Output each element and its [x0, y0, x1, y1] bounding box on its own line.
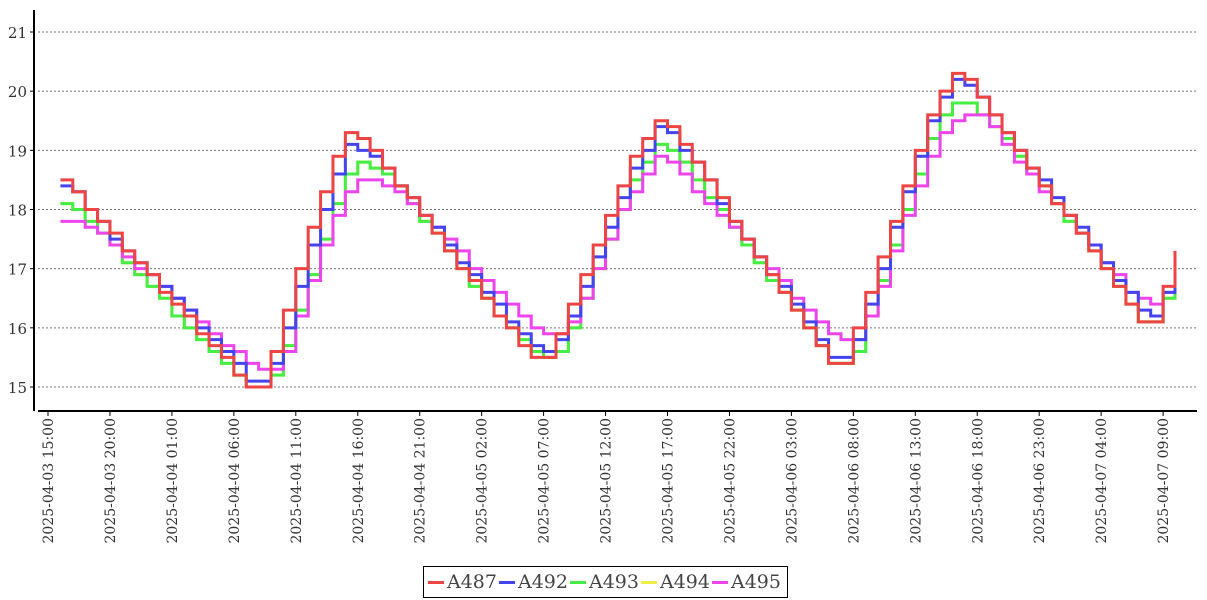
y-tick-label: 16	[8, 320, 27, 338]
legend-item-a495: A495	[712, 571, 781, 593]
x-tick-label: 2025-04-03 20:00	[103, 418, 119, 544]
x-tick-label: 2025-04-06 03:00	[784, 418, 800, 544]
y-tick-label: 15	[8, 379, 27, 397]
legend-swatch	[428, 580, 444, 584]
x-tick-label: 2025-04-04 01:00	[165, 418, 181, 544]
legend: A487 A492 A493 A494 A495	[423, 566, 788, 598]
x-tick-label: 2025-04-05 07:00	[537, 418, 553, 544]
legend-label: A493	[589, 571, 639, 593]
y-tick-label: 18	[8, 202, 27, 220]
legend-label: A494	[660, 571, 710, 593]
x-tick-label: 2025-04-07 09:00	[1156, 418, 1172, 544]
x-tick-label: 2025-04-07 04:00	[1094, 418, 1110, 544]
y-tick-label: 19	[8, 142, 27, 160]
x-tick-label: 2025-04-05 22:00	[722, 418, 738, 544]
legend-swatch	[499, 580, 515, 584]
x-tick-label: 2025-04-06 23:00	[1032, 418, 1048, 544]
series-line-a495	[60, 113, 1177, 371]
x-tick-label: 2025-04-06 18:00	[970, 418, 986, 544]
legend-label: A495	[731, 571, 781, 593]
x-tick-label: 2025-04-06 13:00	[908, 418, 924, 544]
legend-item-a492: A492	[499, 571, 568, 593]
x-tick-label: 2025-04-04 06:00	[227, 418, 243, 544]
x-tick-label: 2025-04-06 08:00	[846, 418, 862, 544]
x-tick-label: 2025-04-04 16:00	[351, 418, 367, 544]
series-line-a487	[60, 71, 1177, 389]
y-tick-label: 17	[8, 261, 27, 279]
legend-item-a493: A493	[570, 571, 639, 593]
series-lines	[60, 71, 1177, 389]
y-tick-label: 20	[8, 83, 27, 101]
legend-swatch	[712, 580, 728, 584]
x-tick-label: 2025-04-05 17:00	[661, 418, 677, 544]
legend-item-a487: A487	[428, 571, 497, 593]
legend-swatch	[641, 580, 657, 584]
x-tick-label: 2025-04-04 21:00	[413, 418, 429, 544]
y-tick-label: 21	[8, 24, 27, 42]
x-tick-label: 2025-04-03 15:00	[41, 418, 57, 544]
y-axis-ticks: 15 16 17 18 19 20 21	[8, 24, 34, 397]
legend-swatch	[570, 580, 586, 584]
x-axis-ticks: 2025-04-03 15:00 2025-04-03 20:00 2025-04-…	[41, 411, 1172, 544]
x-tick-label: 2025-04-05 12:00	[599, 418, 615, 544]
gridlines	[38, 31, 1197, 388]
legend-label: A492	[518, 571, 568, 593]
legend-item-a494: A494	[641, 571, 710, 593]
x-tick-label: 2025-04-05 02:00	[475, 418, 491, 544]
legend-label: A487	[447, 571, 497, 593]
x-tick-label: 2025-04-04 11:00	[289, 418, 305, 544]
